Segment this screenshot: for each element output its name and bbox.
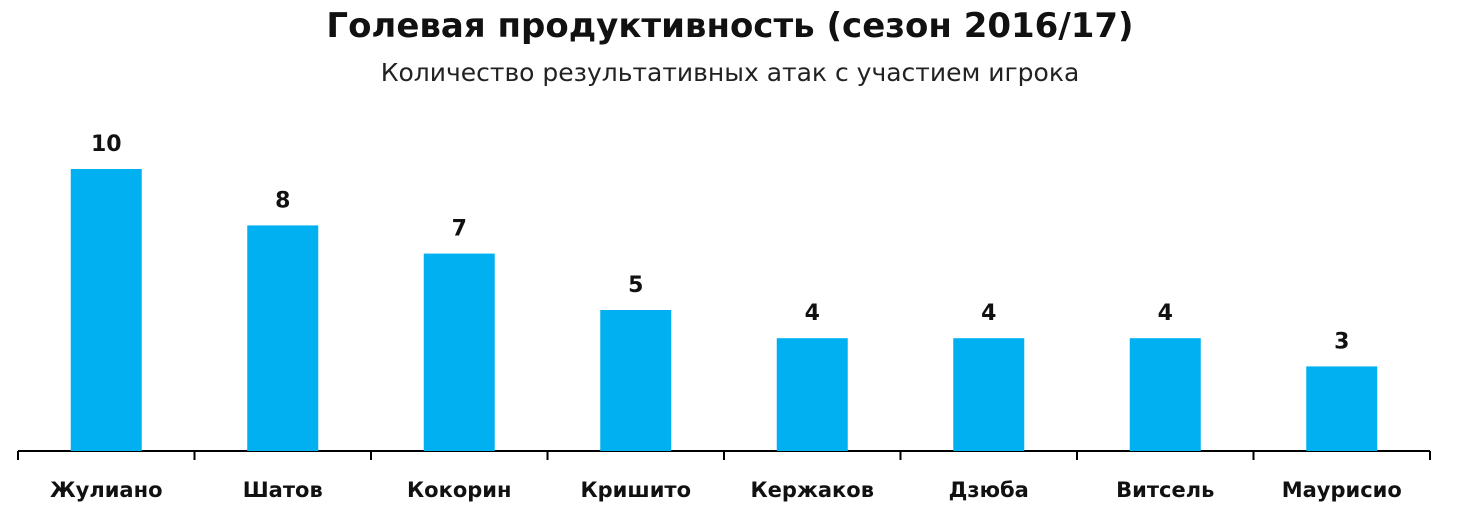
category-label: Жулиано xyxy=(50,478,163,502)
bar-value-label: 10 xyxy=(91,132,122,157)
bar xyxy=(776,338,848,451)
bar xyxy=(600,310,672,451)
bar xyxy=(1306,366,1378,451)
bar xyxy=(1129,338,1201,451)
bar xyxy=(953,338,1025,451)
category-label: Кришито xyxy=(580,478,691,502)
category-label: Маурисио xyxy=(1282,478,1402,502)
bar-value-label: 4 xyxy=(981,301,996,326)
bar xyxy=(70,169,142,451)
bar xyxy=(423,253,495,451)
bar-value-label: 8 xyxy=(275,188,290,213)
bar-value-label: 3 xyxy=(1334,329,1349,354)
category-label: Кокорин xyxy=(407,478,512,502)
category-label: Кержаков xyxy=(751,478,874,502)
category-label: Дзюба xyxy=(949,478,1029,502)
category-label: Шатов xyxy=(243,478,323,502)
category-label: Витсель xyxy=(1116,478,1214,502)
bar xyxy=(247,225,319,451)
chart-title: Голевая продуктивность (сезон 2016/17) xyxy=(326,6,1134,46)
chart-subtitle: Количество результативных атак с участие… xyxy=(380,58,1080,87)
bar-value-label: 4 xyxy=(1158,301,1173,326)
bar-value-label: 5 xyxy=(628,273,643,298)
bar-value-label: 4 xyxy=(805,301,820,326)
bar-value-label: 7 xyxy=(452,217,467,242)
